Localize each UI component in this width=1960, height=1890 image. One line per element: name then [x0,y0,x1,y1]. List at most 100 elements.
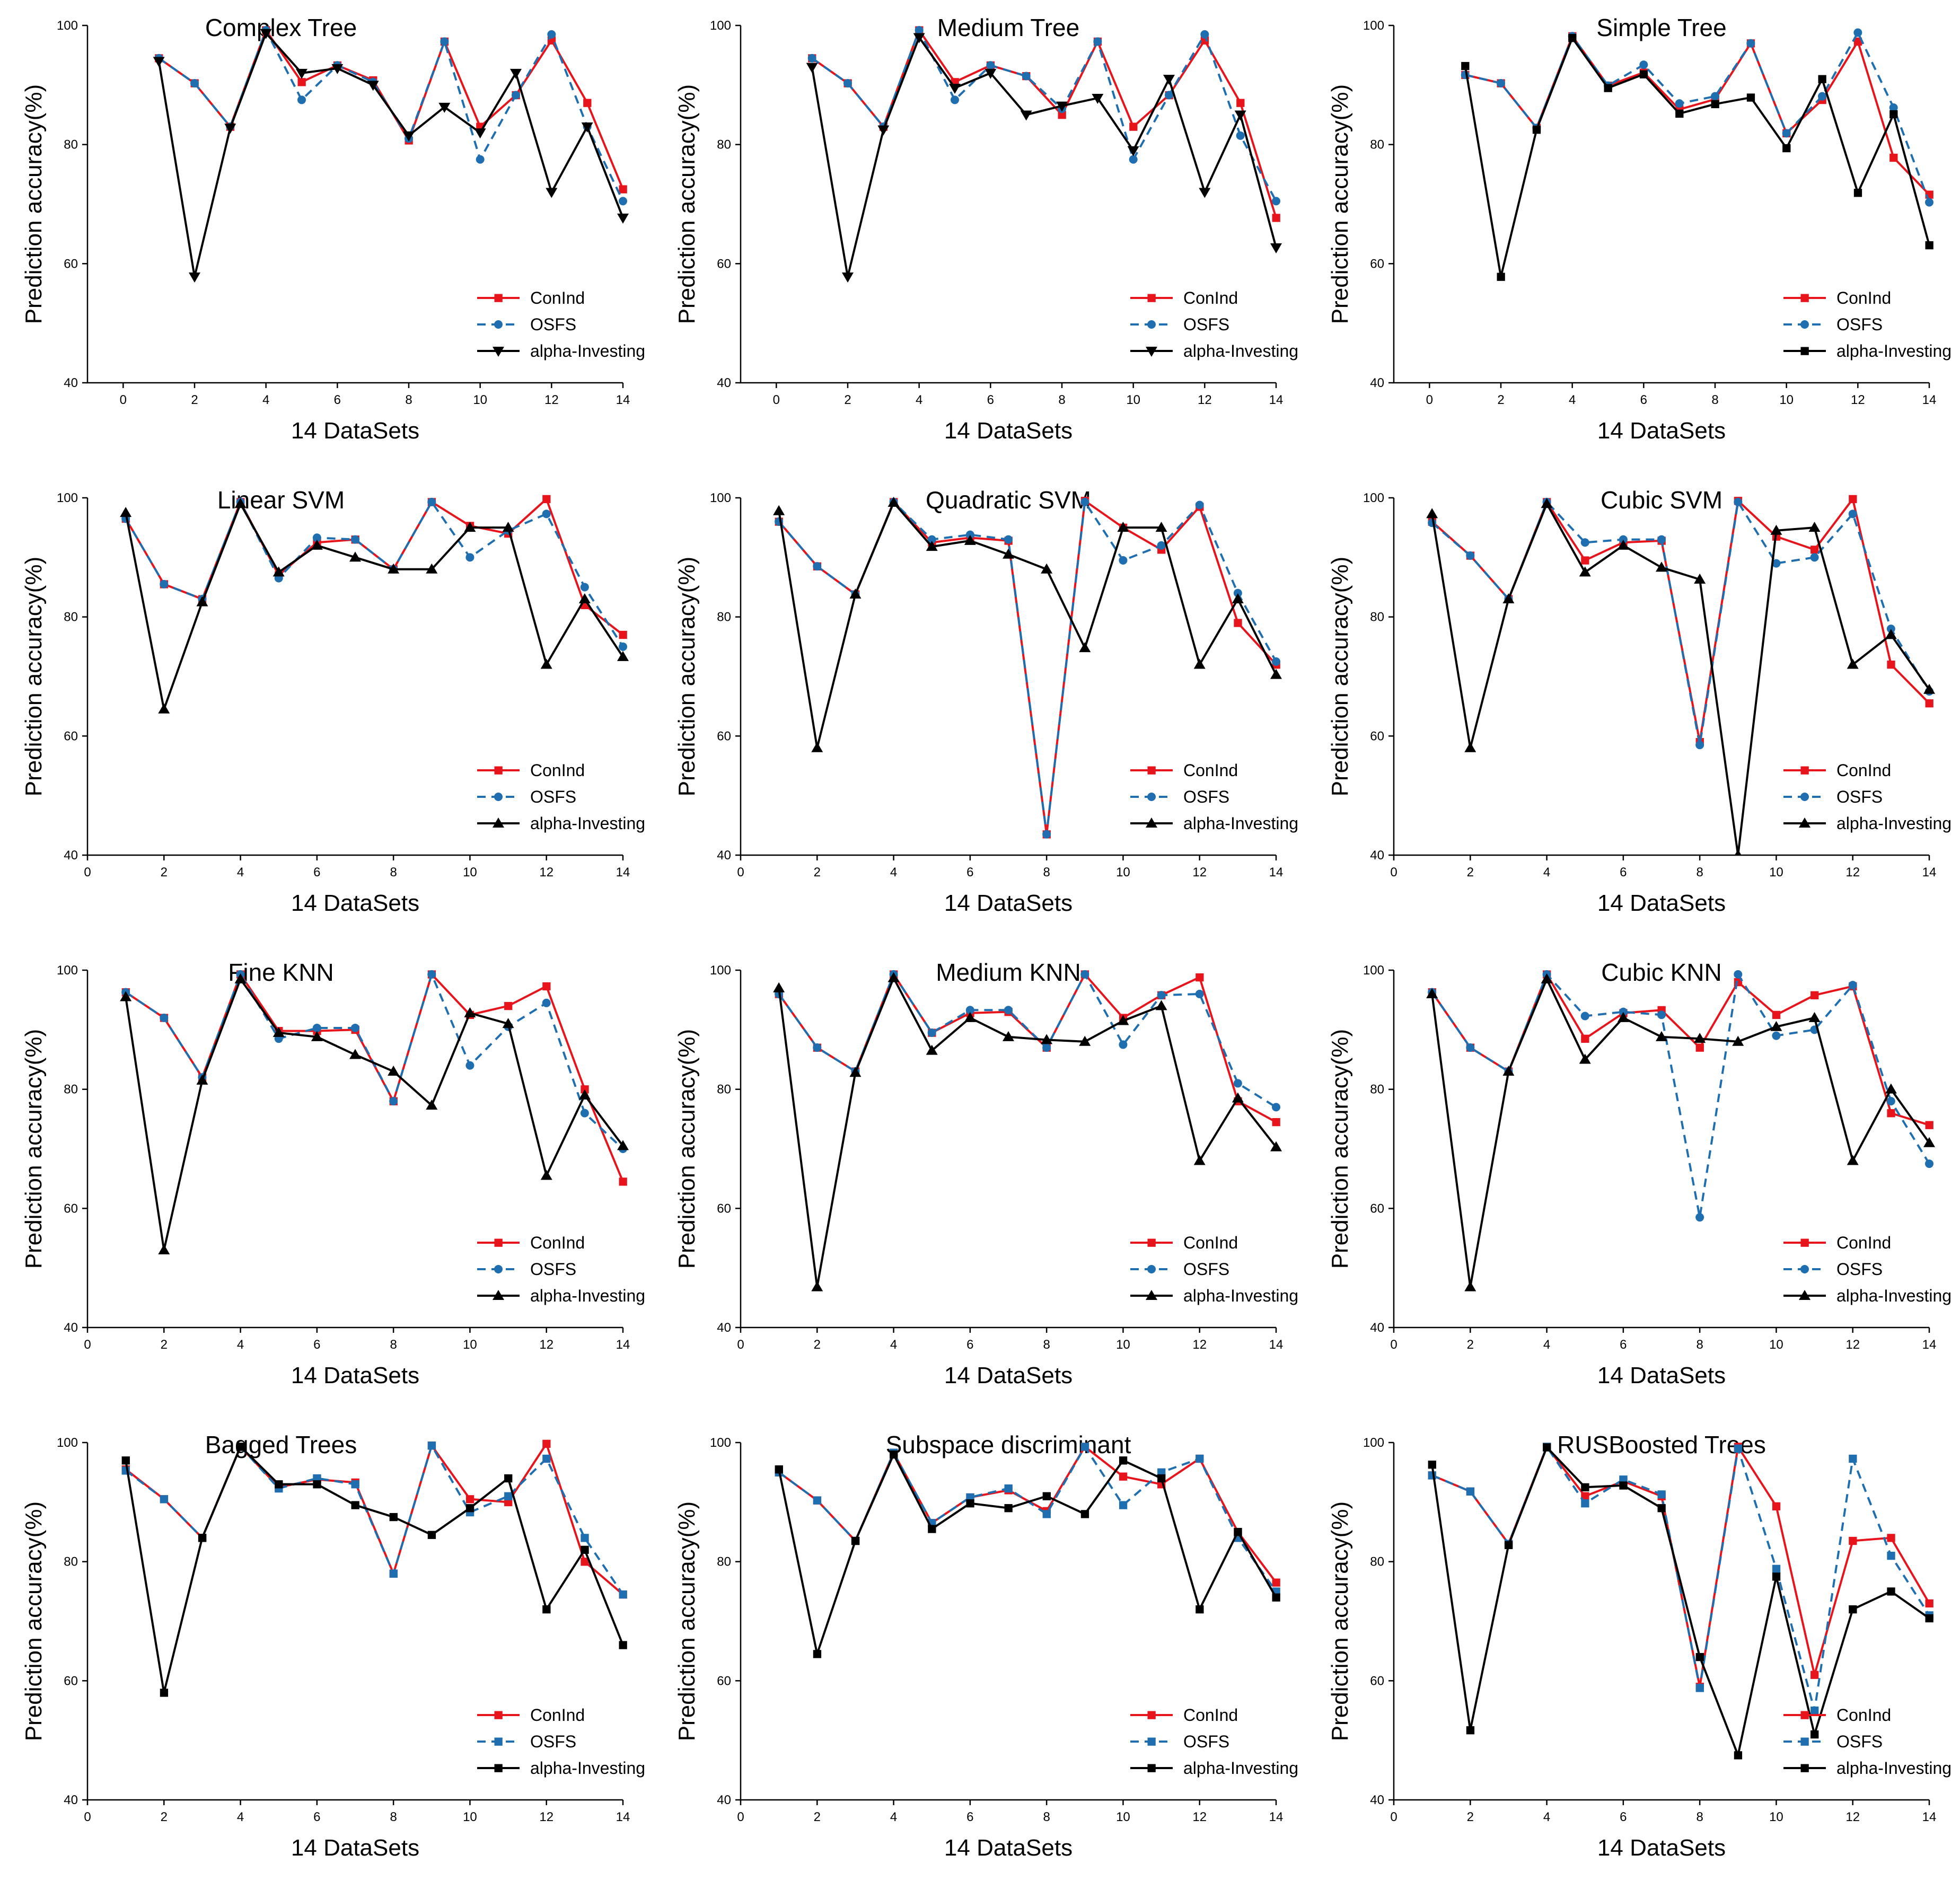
legend: ConInd OSFS alpha-Investing [477,1233,645,1305]
chart-cubic-knn: 40 60 80 100 0 2 4 6 8 10 12 14 14 DataSets Predictio… [1327,959,1952,1388]
y-tick-label: 60 [64,257,78,271]
chart-title: Cubic KNN [1601,959,1722,986]
data-point-alpha-investing [1117,522,1129,532]
data-point-conind [583,99,592,107]
data-point-osfs [1619,535,1628,544]
series-line-osfs [1465,31,1930,203]
y-tick-label: 100 [710,1436,731,1450]
series-line-osfs [1431,500,1930,746]
data-point-alpha-investing [1656,1031,1667,1041]
legend-label-alpha-investing: alpha-Investing [1836,1759,1952,1778]
series-line-alpha-investing [778,501,1277,749]
data-point-alpha-investing [966,1499,974,1508]
y-tick-label: 40 [64,1793,78,1807]
legend-label-conind: ConInd [1183,1233,1238,1252]
x-tick-label: 2 [161,1338,168,1352]
data-point-alpha-investing [313,1480,321,1489]
data-point-alpha-investing [1003,1031,1014,1041]
data-point-osfs [1272,197,1280,206]
x-tick-label: 12 [1845,1810,1860,1824]
data-point-osfs [807,54,816,63]
y-axis-label: Prediction accuracy(%) [21,557,47,796]
data-point-osfs [1093,37,1102,46]
data-point-osfs [1272,1103,1280,1112]
legend-label-alpha-investing: alpha-Investing [1183,814,1298,833]
data-point-osfs [951,95,959,104]
x-tick-label: 12 [1192,865,1207,880]
x-tick-label: 2 [814,865,821,880]
data-point-alpha-investing [1079,642,1091,653]
data-point-alpha-investing [1080,1510,1089,1518]
x-axis-label: 14 DataSets [291,1362,419,1388]
data-point-osfs [1886,1097,1895,1106]
x-tick-label: 8 [1058,393,1065,407]
data-point-alpha-investing [273,1026,285,1037]
data-point-conind [619,630,627,639]
data-point-osfs [1497,78,1505,87]
legend-marker-alpha-investing [1800,347,1809,355]
legend: ConInd OSFS alpha-Investing [1783,1706,1952,1778]
legend-marker-conind [1147,294,1156,302]
y-tick-label: 40 [64,376,78,390]
data-point-osfs [1772,559,1781,568]
x-tick-label: 2 [1467,1810,1474,1824]
y-tick-label: 40 [64,848,78,863]
x-tick-label: 2 [844,393,851,407]
series-line-alpha-investing [1431,978,1930,1288]
data-point-osfs [1818,92,1826,101]
legend: ConInd OSFS alpha-Investing [1130,1233,1298,1305]
data-point-osfs [1711,92,1719,101]
data-point-alpha-investing [1426,988,1438,998]
data-point-osfs [1042,1043,1051,1052]
data-point-osfs [1233,1079,1242,1088]
x-tick-label: 6 [966,1810,973,1824]
series-conind [1428,970,1933,1129]
data-point-conind [542,495,551,504]
y-tick-label: 60 [1370,1674,1384,1688]
series-line-alpha-investing [811,36,1277,278]
x-tick-label: 4 [890,1810,897,1824]
legend-label-osfs: OSFS [1836,315,1883,334]
series-line-osfs [125,500,624,647]
y-tick-label: 80 [64,138,78,152]
y-tick-label: 100 [1363,19,1384,33]
x-tick-label: 0 [737,1810,744,1824]
data-point-alpha-investing [842,272,854,283]
series-line-conind [1431,973,1930,1126]
y-axis-label: Prediction accuracy(%) [21,84,47,324]
x-axis-label: 14 DataSets [291,890,419,916]
data-point-osfs [1581,1499,1589,1508]
x-tick-label: 8 [390,1338,397,1352]
series-line-osfs [811,29,1277,202]
data-point-osfs [427,497,436,506]
legend-label-osfs: OSFS [1836,1260,1883,1279]
data-point-osfs [1849,1454,1857,1463]
data-point-osfs [190,78,199,87]
chart-panel-cubic-svm: 40 60 80 100 0 2 4 6 8 10 12 14 14 DataSets Predictio… [1306,472,1959,945]
data-point-alpha-investing [198,1534,207,1542]
data-point-alpha-investing [619,1641,627,1649]
data-point-alpha-investing [926,1044,938,1055]
data-point-alpha-investing [1056,101,1068,112]
legend-marker-osfs [494,1265,503,1273]
series-line-conind [125,1443,624,1595]
data-point-conind [581,1558,589,1566]
series-line-alpha-investing [1431,503,1930,855]
x-tick-label: 4 [890,1338,897,1352]
data-point-alpha-investing [1234,110,1246,121]
data-point-osfs [1580,538,1589,547]
chart-title: Complex Tree [205,14,357,41]
x-tick-label: 14 [1922,393,1937,407]
data-point-alpha-investing [1746,93,1755,102]
data-point-alpha-investing [542,1605,551,1614]
legend-marker-alpha-investing [1147,1764,1156,1772]
series-alpha-investing [773,496,1282,752]
data-point-osfs [1657,1010,1666,1019]
legend: ConInd OSFS alpha-Investing [477,761,645,833]
x-tick-label: 12 [539,865,553,880]
data-point-conind [581,1085,589,1094]
y-tick-label: 60 [717,1201,731,1216]
y-axis-label: Prediction accuracy(%) [674,557,700,796]
data-point-alpha-investing [1157,1474,1166,1483]
legend: ConInd OSFS alpha-Investing [1130,288,1298,361]
